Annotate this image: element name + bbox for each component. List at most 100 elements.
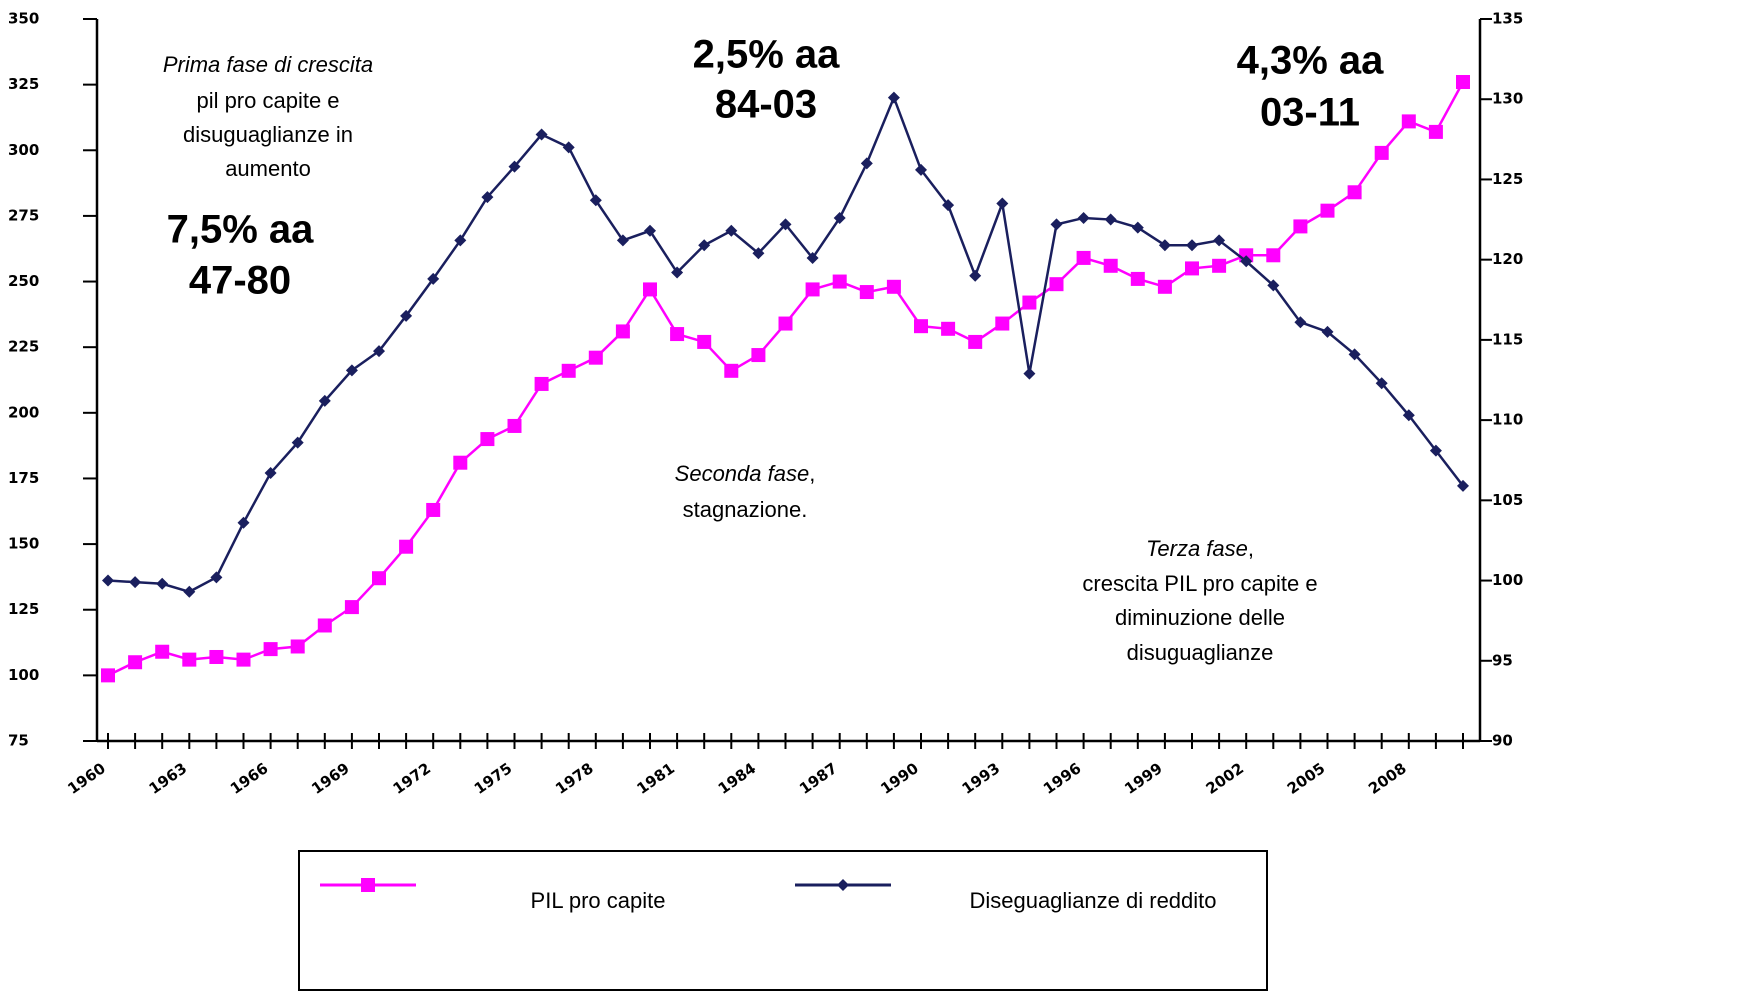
point [859,285,874,300]
point [1402,409,1415,422]
point [671,266,684,279]
x-tick-label: 1963 [146,759,191,798]
annotation: crescita PIL pro capite e [1082,571,1317,596]
point [670,327,685,342]
point [454,234,467,247]
annotation-text: Seconda fase [675,461,810,486]
point [588,350,603,365]
y-tick-label: 325 [8,75,39,93]
point [237,516,250,529]
y2-tick-label: 100 [1492,571,1523,589]
x-tick-label: 1999 [1121,759,1166,798]
x-tick-label: 1972 [390,759,435,798]
point [183,585,196,598]
annotation: disuguaglianze in [183,122,353,147]
point [1347,185,1362,200]
annotation: disuguaglianze [1127,640,1274,665]
point [1429,444,1442,457]
y2-tick-label: 110 [1492,411,1523,429]
point [156,577,169,590]
x-tick-label: 2005 [1284,759,1329,798]
y-tick-label: 175 [8,469,39,487]
point [373,345,385,358]
point [914,319,928,334]
point [886,279,901,294]
annotation: 47-80 [189,259,291,303]
y-tick-label: 300 [8,141,39,159]
point [344,600,359,615]
x-tick-label: 1969 [308,759,353,798]
annotation: Seconda fase, [675,461,816,486]
point [1456,75,1470,90]
point [317,618,332,633]
point [1103,258,1118,273]
point [968,334,983,349]
y2-tick-label: 120 [1492,250,1523,268]
point [615,324,630,339]
annotations: Prima fase di crescita pil pro capite e … [163,33,1384,665]
y2-tick-label: 90 [1492,732,1513,750]
point [860,157,873,170]
point [508,160,521,173]
point [887,91,900,104]
point [210,571,223,584]
point [128,655,143,670]
point [129,576,142,589]
annotation: diminuzione delle [1115,605,1285,630]
annotation: Prima fase di crescita [163,52,373,77]
point [291,436,304,449]
point [318,394,331,407]
point [102,574,114,587]
point [995,316,1010,331]
annotation-text: Terza fase [1146,536,1248,561]
x-tick-label: 1960 [64,759,109,798]
annotation: aumento [225,156,311,181]
point [1428,124,1443,139]
legend-label: Diseguaglianze di reddito [969,888,1216,913]
point [1049,277,1064,292]
point [345,364,358,377]
point [480,432,495,447]
point [155,644,170,659]
point [643,282,657,297]
point [1240,255,1253,268]
point [400,309,413,322]
point [101,668,115,683]
x-tick-label: 1993 [959,759,1004,798]
point [697,334,712,349]
point [1401,114,1416,129]
point [263,642,278,657]
point [1212,258,1227,273]
x-tick-label: 1996 [1040,759,1085,798]
y2-tick-label: 130 [1492,90,1523,108]
point [1267,279,1280,292]
y2-tick-label: 95 [1492,651,1513,669]
point [1104,213,1117,226]
point [1374,145,1389,160]
point [833,211,846,224]
annotation: 03-11 [1260,91,1360,135]
point [996,197,1009,210]
point [1375,377,1388,390]
point [698,239,711,252]
legend-label: PIL pro capite [531,888,666,913]
y-tick-label: 350 [8,10,39,28]
point [1186,239,1198,252]
point [725,224,738,237]
y-tick-label: 125 [8,600,39,618]
point [724,363,739,378]
point [832,274,847,289]
point [427,272,440,285]
y-tick-label: 200 [8,403,39,421]
point [1076,250,1091,265]
point [969,269,982,282]
point [1157,279,1172,294]
point [481,191,494,204]
point [837,879,849,891]
point [778,316,793,331]
point [779,218,792,231]
y-tick-label: 75 [8,732,29,750]
point [751,348,766,363]
point [1321,325,1334,338]
